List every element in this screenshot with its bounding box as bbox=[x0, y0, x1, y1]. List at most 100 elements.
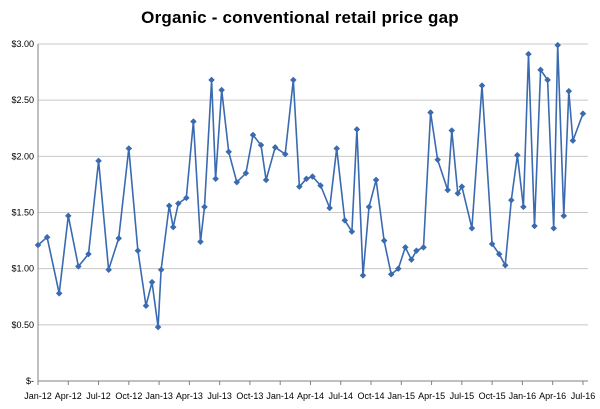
data-point bbox=[427, 109, 434, 116]
y-tick-label: $1.00 bbox=[11, 264, 34, 274]
series-layer bbox=[34, 41, 587, 331]
data-point bbox=[380, 237, 388, 244]
data-point bbox=[134, 247, 142, 255]
data-point bbox=[105, 266, 112, 274]
y-tick-label: $2.50 bbox=[11, 95, 34, 105]
data-point bbox=[271, 143, 279, 151]
data-point bbox=[115, 234, 123, 242]
data-point bbox=[201, 203, 208, 211]
data-point bbox=[174, 200, 182, 207]
x-tick-label: Oct-14 bbox=[358, 391, 385, 401]
data-point bbox=[525, 50, 532, 58]
data-point bbox=[359, 272, 367, 279]
y-tick-label: $2.00 bbox=[11, 151, 34, 161]
data-point bbox=[125, 145, 133, 152]
data-point bbox=[43, 233, 51, 241]
data-point bbox=[420, 243, 427, 251]
data-point bbox=[249, 131, 257, 139]
data-point bbox=[281, 150, 289, 158]
x-tick-label: Apr-13 bbox=[176, 391, 203, 401]
data-point bbox=[233, 178, 241, 186]
data-point bbox=[242, 169, 250, 177]
data-point bbox=[372, 176, 380, 184]
data-point bbox=[157, 266, 165, 274]
axis-layer bbox=[37, 44, 588, 385]
data-point bbox=[394, 265, 402, 273]
data-point bbox=[387, 270, 395, 278]
data-point bbox=[64, 212, 72, 220]
x-tick-label: Jan-12 bbox=[24, 391, 52, 401]
data-point bbox=[560, 212, 568, 220]
data-point bbox=[454, 190, 462, 197]
data-point bbox=[317, 182, 324, 189]
data-point bbox=[212, 175, 219, 183]
data-point bbox=[544, 76, 551, 84]
x-tick-label: Jul-15 bbox=[450, 391, 475, 401]
data-point bbox=[478, 82, 486, 89]
data-point bbox=[225, 148, 233, 156]
x-tick-label: Jul-13 bbox=[207, 391, 232, 401]
y-tick-label: $0.50 bbox=[11, 320, 34, 330]
data-point bbox=[365, 203, 373, 211]
x-tick-label: Oct-15 bbox=[479, 391, 506, 401]
x-tick-label: Jan-15 bbox=[388, 391, 416, 401]
x-tick-label: Oct-12 bbox=[115, 391, 142, 401]
data-point bbox=[182, 194, 190, 202]
data-point bbox=[289, 76, 297, 84]
data-point bbox=[296, 183, 303, 191]
data-point bbox=[458, 183, 466, 191]
data-point bbox=[507, 196, 515, 204]
data-point bbox=[579, 110, 587, 118]
data-point bbox=[550, 224, 558, 232]
x-tick-label: Jul-12 bbox=[86, 391, 111, 401]
data-point bbox=[148, 278, 156, 286]
data-point bbox=[537, 66, 544, 74]
data-point bbox=[169, 223, 177, 231]
data-point bbox=[34, 241, 42, 249]
data-point bbox=[468, 224, 476, 232]
data-point bbox=[303, 175, 310, 183]
chart-title: Organic - conventional retail price gap bbox=[141, 8, 459, 27]
data-point bbox=[444, 186, 452, 194]
data-point bbox=[85, 250, 92, 258]
data-point bbox=[495, 250, 503, 258]
x-tick-label: Jan-14 bbox=[266, 391, 294, 401]
data-point bbox=[257, 141, 265, 149]
x-tick-label: Apr-14 bbox=[297, 391, 324, 401]
data-point bbox=[413, 247, 420, 255]
y-tick-label: $1.50 bbox=[11, 208, 34, 218]
x-tick-label: Jan-13 bbox=[145, 391, 173, 401]
data-point bbox=[531, 222, 538, 230]
data-point bbox=[190, 118, 197, 125]
data-point bbox=[154, 323, 162, 331]
data-point bbox=[488, 240, 496, 248]
data-point bbox=[55, 290, 63, 297]
x-tick-label: Jul-14 bbox=[328, 391, 353, 401]
grid-layer bbox=[38, 43, 588, 326]
data-point bbox=[401, 243, 409, 251]
data-point bbox=[353, 126, 361, 133]
data-point bbox=[520, 203, 527, 211]
x-tick-label: Apr-12 bbox=[55, 391, 82, 401]
data-point bbox=[218, 86, 226, 94]
data-point bbox=[501, 261, 509, 269]
x-tick-label: Oct-13 bbox=[236, 391, 263, 401]
data-point bbox=[197, 238, 204, 246]
data-point bbox=[448, 127, 456, 134]
data-point bbox=[341, 217, 349, 224]
data-point bbox=[554, 41, 562, 49]
x-tick-label: Jul-16 bbox=[571, 391, 596, 401]
data-point bbox=[165, 202, 173, 210]
data-point bbox=[408, 256, 415, 264]
data-point bbox=[565, 87, 573, 95]
data-point bbox=[434, 156, 441, 164]
series-line bbox=[37, 44, 584, 328]
data-point bbox=[142, 302, 150, 310]
data-point bbox=[309, 173, 316, 180]
data-point bbox=[333, 145, 341, 152]
data-point bbox=[348, 228, 356, 235]
y-tick-label: $- bbox=[26, 376, 34, 386]
